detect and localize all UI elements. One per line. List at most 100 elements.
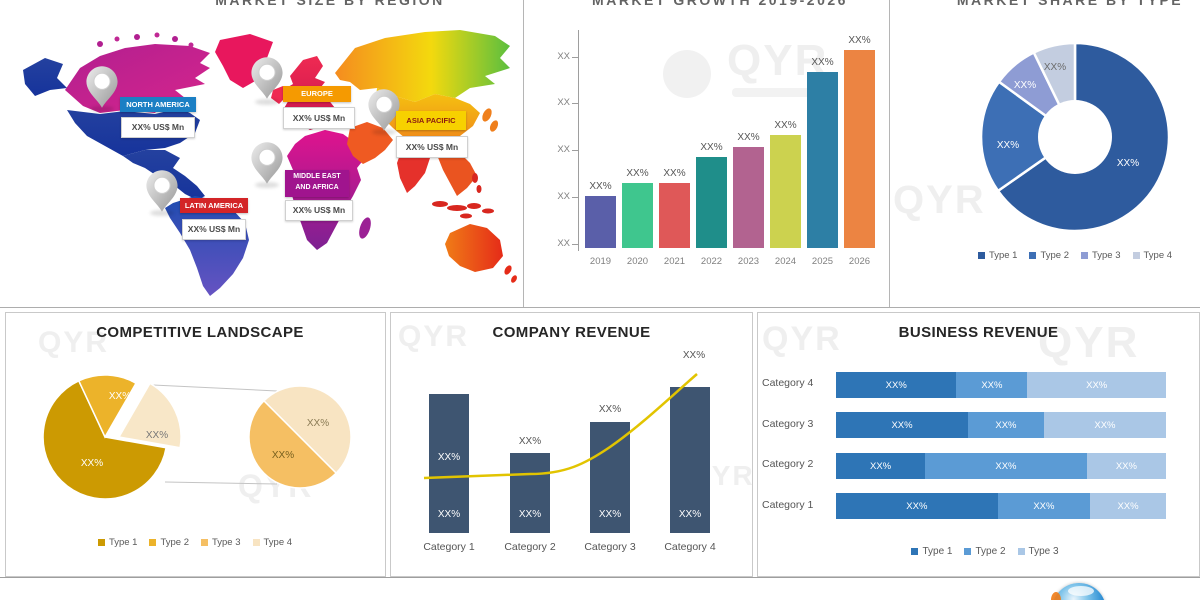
main-pie-slice-type-2 [77,374,138,439]
business-row-label: Category 4 [762,377,814,389]
legend-item: Type 1 [97,537,137,548]
pin-shadow [255,182,279,188]
legend-item: Type 2 [1029,250,1069,261]
segment-type-2: XX% [997,493,1091,519]
growth-bar-label: XX% [626,168,649,179]
donut-hole [1038,100,1112,174]
growth-bar-label: XX% [737,132,760,143]
company-x-label: Category 4 [664,541,716,553]
business-row-label: Category 3 [762,418,814,430]
pin-shadow [90,106,114,112]
growth-x-label: 2023 [737,256,760,267]
map-madagascar [359,217,371,239]
pie-slice-label: XX% [145,430,169,441]
growth-bar-2023 [733,147,764,248]
company-bar-category-3 [590,422,630,533]
divider-bottom [0,577,1200,578]
competitive-landscape-title: COMPETITIVE LANDSCAPE [96,324,304,341]
legend-item: Type 2 [964,546,1006,557]
secondary-pie-slice-type-3 [248,399,338,489]
qyr-watermark-blob [663,50,711,98]
growth-y-tick: XX [557,238,570,249]
donut-legend: Type 1 Type 2 Type 3 Type 4 [940,250,1200,261]
pie-slice-label: XX% [108,391,132,402]
business-row-label: Category 2 [762,458,814,470]
donut-slice-type-2 [979,80,1078,193]
growth-bar-label: XX% [811,57,834,68]
company-x-label: Category 2 [504,541,556,553]
qyr-watermark: QYR [762,320,842,358]
competitive-pie-of-pie-chart [42,374,352,500]
legend-swatch [97,539,105,546]
company-x-label: Category 3 [584,541,636,553]
map-pin-icon-middle-east-africa [251,142,283,184]
pin-shadow [372,129,396,135]
bar-value-label: XX% [678,509,702,520]
growth-bar-2026 [844,50,875,248]
region-ribbon-europe: EUROPE [283,86,351,102]
map-russia [335,30,510,102]
company-bar-category-1 [429,394,469,533]
segment-type-2: XX% [968,412,1044,438]
legend-swatch [911,548,919,555]
bar-value-label: XX% [518,509,542,520]
map-alaska [23,58,67,96]
map-pin-icon-latin-america [146,170,178,212]
region-ribbon-middle-east-africa: MIDDLE EAST AND AFRICA [285,170,349,197]
growth-bar-2025 [807,72,838,248]
growth-clipped-title: MARKET GROWTH 2019-2026 [592,0,848,8]
segment-type-3: XX% [1090,493,1166,519]
legend-swatch [1081,252,1088,259]
region-value-north-america: XX% US$ Mn [121,117,195,138]
line-point-label: XX% [518,436,542,447]
segment-type-1: XX% [836,412,968,438]
stacked-bar-category-4: XX% XX% XX% [836,372,1166,398]
company-x-label: Category 1 [423,541,475,553]
donut-slice-label: XX% [1043,62,1067,73]
segment-type-1: XX% [836,372,957,398]
growth-bar-label: XX% [848,35,871,46]
qyr-watermark: QYR [38,326,110,359]
map-pin-icon-asia-pacific [368,89,400,131]
growth-x-label: 2025 [811,256,834,267]
map-pin-icon-europe [251,57,283,99]
line-point-label: XX% [437,452,461,463]
bar-value-label: XX% [598,509,622,520]
pie-slice-label: XX% [80,458,104,469]
divider-top-2 [889,0,890,307]
bar-value-label: XX% [437,509,461,520]
legend-swatch [201,539,208,546]
business-revenue-panel [757,312,1200,577]
legend-swatch [964,548,972,555]
globe-logo-orange-rim [1051,592,1061,600]
main-pie-slice-type-1 [42,379,167,500]
pie-slice-label: XX% [306,418,330,429]
segment-type-3: XX% [1043,412,1166,438]
region-value-europe: XX% US$ Mn [283,107,355,129]
legend-swatch [1017,548,1025,555]
qyr-watermark-tagline [732,88,814,97]
growth-y-axis [578,30,579,251]
type-share-donut-chart [979,41,1171,233]
legend-swatch [977,252,985,259]
growth-y-tick: XX [557,191,570,202]
legend-item: Type 3 [1017,546,1059,557]
legend-item: Type 3 [1081,250,1121,261]
line-point-label: XX% [682,350,706,361]
secondary-pie-slice-type-4 [262,385,352,475]
company-revenue-title: COMPANY REVENUE [492,324,651,341]
donut-slice-label: XX% [1116,158,1140,169]
region-ribbon-latin-america: LATIN AMERICA [180,198,248,213]
divider-rows [0,307,1200,308]
map-clipped-title: MARKET SIZE BY REGION [215,0,445,8]
company-bar-category-2 [510,453,550,533]
donut-slice-label: XX% [1013,80,1037,91]
donut-clipped-title: MARKET SHARE BY TYPE [956,0,1184,8]
business-row-label: Category 1 [762,499,814,511]
donut-slice-label: XX% [996,140,1020,151]
map-middle-east [347,122,393,164]
company-bar-category-4 [670,387,710,533]
growth-bar-label: XX% [589,181,612,192]
segment-type-3: XX% [1086,453,1166,479]
